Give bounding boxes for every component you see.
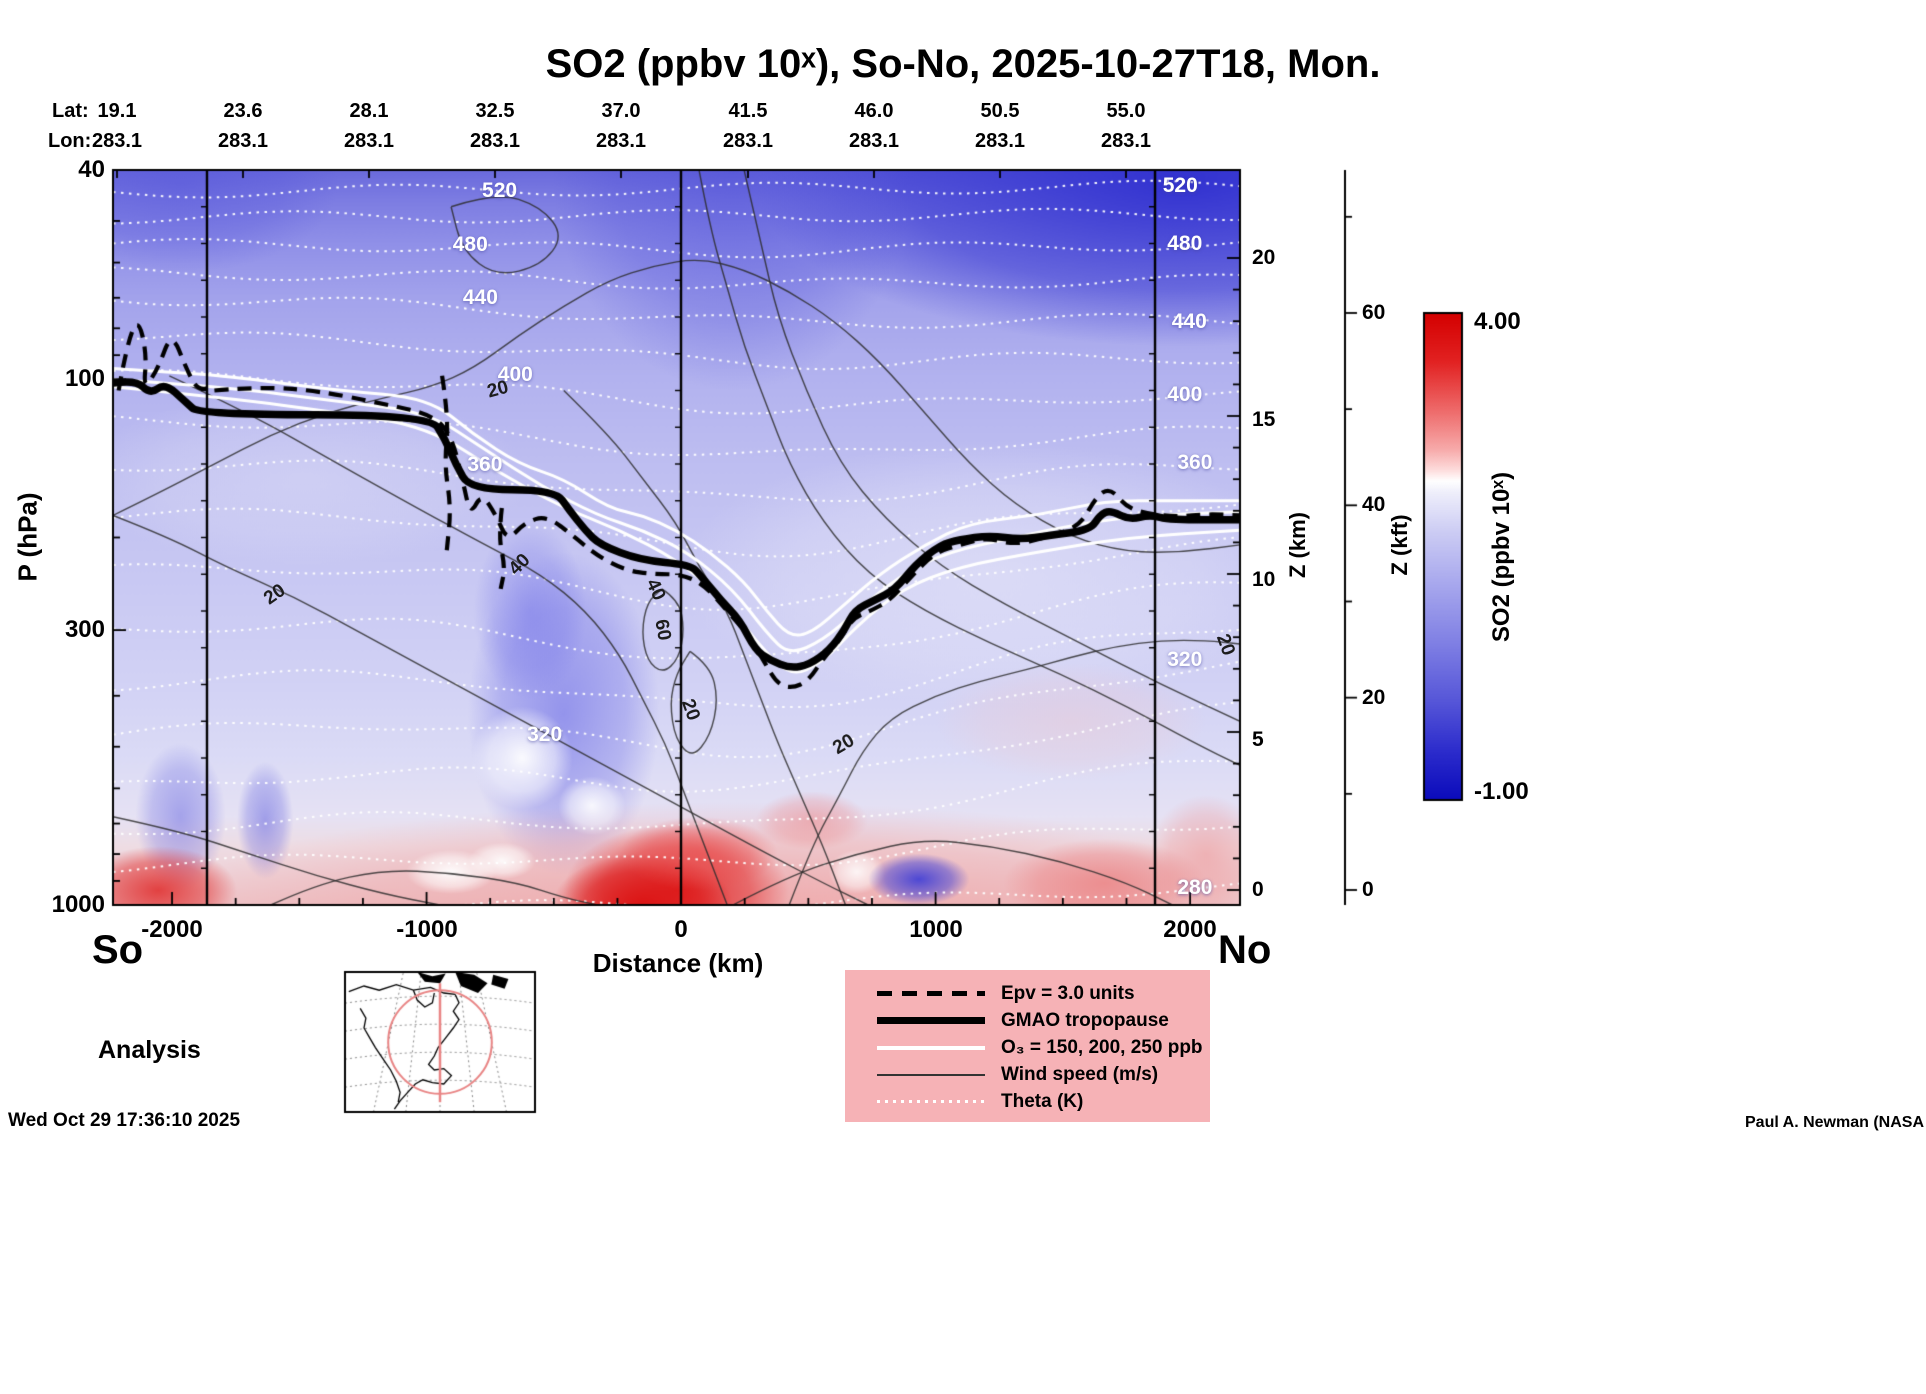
contour-label-theta: 480 [452, 232, 488, 256]
pressure-tick: 40 [78, 156, 105, 183]
zkm-tick: 0 [1252, 878, 1264, 901]
distance-tick: 0 [674, 916, 688, 943]
contour-label-theta: 280 [1177, 876, 1213, 900]
colorbar-min-label: -1.00 [1474, 778, 1529, 805]
lat-value: 37.0 [601, 100, 641, 122]
legend-label-wind: Wind speed (m/s) [1001, 1063, 1159, 1085]
legend-row-wind: Wind speed (m/s) [845, 1061, 1210, 1088]
lon-value: 283.1 [217, 130, 269, 152]
lon-value: 283.1 [595, 130, 647, 152]
distance-tick: 2000 [1163, 916, 1217, 943]
zkm-tick: 15 [1252, 408, 1276, 431]
lon-value: 283.1 [722, 130, 774, 152]
tropopause-line-sample [877, 1017, 985, 1024]
lon-value: 283.1 [1100, 130, 1152, 152]
legend-label-epv: Epv = 3.0 units [1001, 982, 1135, 1004]
legend: Epv = 3.0 units GMAO tropopause O₃ = 150… [845, 970, 1210, 1122]
pressure-tick: 1000 [51, 891, 105, 918]
contour-label-theta: 440 [1171, 310, 1207, 334]
contour-label-theta: 400 [497, 363, 533, 387]
pressure-tick: 300 [64, 616, 105, 643]
distance-tick: -2000 [141, 916, 203, 943]
lon-value: 283.1 [343, 130, 395, 152]
analysis-label: Analysis [98, 1036, 201, 1064]
contour-label-theta: 480 [1167, 231, 1203, 255]
contour-label-theta: 360 [467, 452, 503, 476]
zkft-tick: 20 [1362, 686, 1386, 709]
distance-tick: 1000 [909, 916, 963, 943]
zkm-tick: 20 [1252, 246, 1276, 269]
colorbar-axis-label: SO2 (ppbv 10ˣ) [1488, 471, 1515, 643]
distance-tick: -1000 [396, 916, 458, 943]
legend-label-ozone: O₃ = 150, 200, 250 ppb [1001, 1036, 1203, 1058]
legend-row-ozone: O₃ = 150, 200, 250 ppb [845, 1034, 1210, 1061]
lat-value: 32.5 [475, 100, 515, 122]
author-credit: Paul A. Newman (NASA [1745, 1114, 1924, 1131]
lat-value: 23.6 [223, 100, 263, 122]
legend-label-theta: Theta (K) [1001, 1090, 1084, 1112]
contour-label-theta: 520 [1162, 174, 1198, 198]
contour-label-theta: 440 [462, 285, 498, 309]
zkft-tick: 0 [1362, 878, 1374, 901]
legend-row-epv: Epv = 3.0 units [845, 980, 1210, 1007]
lat-value: 46.0 [854, 100, 894, 122]
contour-label-theta: 520 [482, 178, 518, 202]
contour-label-theta: 320 [527, 723, 563, 747]
lon-value: 283.1 [974, 130, 1026, 152]
zkm-axis-label: Z (km) [1285, 512, 1310, 578]
endpoint-south-label: So [92, 928, 144, 972]
lon-value: 283.1 [848, 130, 900, 152]
creation-timestamp: Wed Oct 29 17:36:10 2025 [8, 1110, 241, 1131]
zkm-tick: 10 [1252, 568, 1276, 591]
colorbar-max-label: 4.00 [1474, 308, 1521, 335]
legend-label-tropopause: GMAO tropopause [1001, 1009, 1169, 1031]
ozone-line-sample [877, 1045, 985, 1050]
pressure-axis-label: P (hPa) [12, 492, 43, 582]
plot-title: SO2 (ppbv 10ˣ), So-No, 2025-10-27T18, Mo… [545, 42, 1381, 86]
legend-row-tropopause: GMAO tropopause [845, 1007, 1210, 1034]
theta-line-sample [877, 1100, 985, 1103]
contour-label-theta: 360 [1177, 451, 1213, 475]
contour-label-wind: 60 [650, 617, 675, 643]
wind-line-sample [877, 1073, 985, 1076]
legend-row-theta: Theta (K) [845, 1088, 1210, 1115]
zkft-tick: 40 [1362, 493, 1386, 516]
lon-value: 283.1 [469, 130, 521, 152]
lat-value: 55.0 [1106, 100, 1146, 122]
lat-value: 41.5 [728, 100, 768, 122]
lon-row-label: Lon: [48, 130, 92, 152]
lon-value: 283.1 [91, 130, 143, 152]
zkm-tick: 5 [1252, 728, 1264, 751]
contour-label-theta: 320 [1167, 648, 1203, 672]
lat-row-label: Lat: [52, 100, 89, 122]
lat-value: 50.5 [980, 100, 1020, 122]
epv-line-sample [877, 991, 985, 996]
contour-label-theta: 400 [1167, 382, 1203, 406]
zkft-tick: 60 [1362, 301, 1386, 324]
lat-value: 19.1 [97, 100, 137, 122]
distance-axis-label: Distance (km) [592, 948, 764, 978]
pressure-tick: 100 [64, 365, 105, 392]
lat-value: 28.1 [349, 100, 389, 122]
zkft-axis-label: Z (kft) [1387, 514, 1412, 576]
endpoint-north-label: No [1218, 928, 1272, 972]
